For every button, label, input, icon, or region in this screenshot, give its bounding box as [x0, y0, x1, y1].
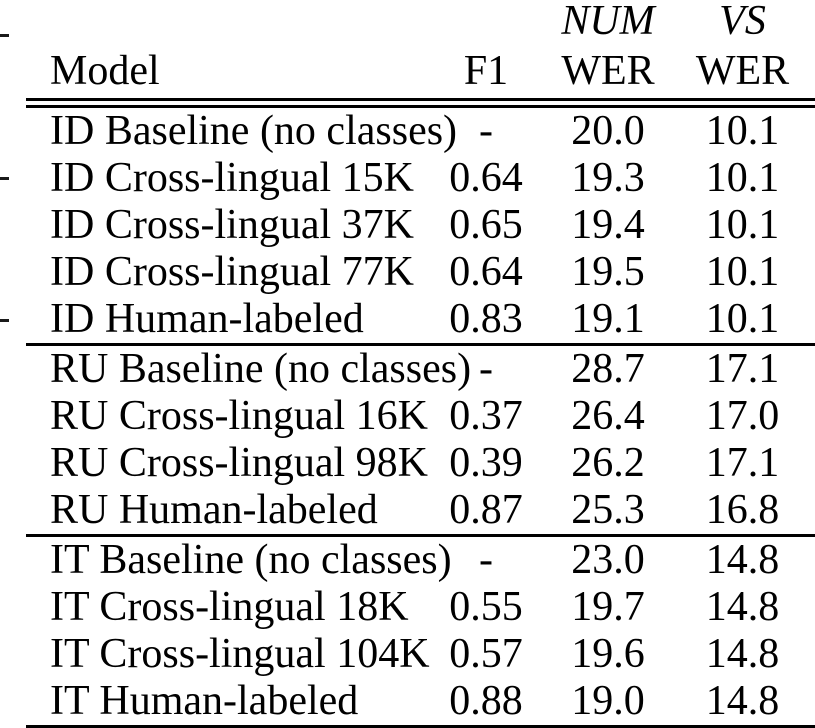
f1-cell: -: [479, 346, 493, 392]
model-cell: ID Cross-lingual 77K: [50, 249, 414, 295]
table-row: ID Baseline (no classes) - 20.0 10.1: [26, 103, 815, 155]
model-cell: ID Cross-lingual 15K: [50, 155, 414, 201]
header-f1: F1: [426, 42, 546, 108]
table-row: ID Cross-lingual 15K 0.64 19.3 10.1: [26, 155, 815, 202]
vs-wer-cell: 17.1: [705, 440, 780, 486]
header-row-top: NUM VS: [26, 0, 815, 42]
vs-wer-cell: 10.1: [705, 249, 780, 295]
vs-wer-cell: 17.1: [705, 346, 780, 392]
header-vs-label: VS: [719, 0, 766, 44]
section-it: IT Baseline (no classes) -23.0 14.8 IT Cros…: [26, 535, 815, 727]
header-empty: [26, 0, 426, 42]
f1-cell: -: [479, 537, 493, 583]
vs-wer-cell: 17.0: [705, 393, 780, 439]
vs-wer-cell: 10.1: [705, 296, 780, 342]
vs-wer-cell: 14.8: [705, 537, 780, 583]
header-num-label: NUM: [561, 0, 655, 44]
num-wer-cell: 26.2: [571, 440, 645, 486]
section-ru: RU Baseline (no classes) -28.7 17.1 RU Cros…: [26, 344, 815, 536]
num-wer-cell: 19.6: [571, 631, 645, 677]
header-empty: [426, 0, 546, 42]
table-row: IT Baseline (no classes) - 23.0 14.8: [26, 536, 815, 585]
vs-wer-cell: 14.8: [705, 631, 780, 677]
model-cell: IT Cross-lingual 104K: [50, 631, 430, 677]
header-row-bottom: Model F1 WER WER: [26, 42, 815, 108]
num-wer-cell: 26.4: [571, 393, 645, 439]
f1-cell: 0.64: [449, 155, 523, 201]
cropped-rule-fragment: [0, 34, 9, 37]
model-cell: ID Human-labeled: [50, 296, 364, 342]
num-wer-cell: 23.0: [571, 537, 645, 583]
table-row: IT Cross-lingual 18K 0.55 19.7 14.8: [26, 584, 815, 631]
header-vs-wer: WER: [670, 42, 815, 108]
num-wer-cell: 19.7: [571, 584, 645, 630]
vs-wer-cell: 10.1: [705, 202, 780, 248]
table-row: IT Human-labeled 0.88 19.0 14.8: [26, 678, 815, 727]
model-cell: RU Baseline (no classes): [50, 346, 472, 392]
header-num-wer: WER: [546, 42, 670, 108]
f1-cell: 0.37: [449, 393, 523, 439]
vs-wer-cell: 14.8: [705, 584, 780, 630]
f1-cell: 0.65: [449, 202, 523, 248]
model-cell: IT Cross-lingual 18K: [50, 584, 409, 630]
vs-wer-cell: 14.8: [705, 678, 780, 724]
model-cell: RU Cross-lingual 16K: [50, 393, 428, 439]
vs-wer-cell: 10.1: [705, 155, 780, 201]
vs-wer-cell: 10.1: [705, 108, 780, 154]
num-wer-cell: 25.3: [571, 487, 645, 533]
num-wer-cell: 28.7: [571, 346, 645, 392]
num-wer-cell: 19.0: [571, 678, 645, 724]
f1-cell: 0.64: [449, 249, 523, 295]
model-cell: ID Baseline (no classes): [50, 108, 458, 154]
num-wer-cell: 19.3: [571, 155, 645, 201]
f1-cell: 0.55: [449, 584, 523, 630]
vs-wer-cell: 16.8: [705, 487, 780, 533]
results-table-container: NUM VS Model F1 WER WER ID Baseline (no …: [26, 0, 815, 728]
table-header: NUM VS Model F1 WER WER: [26, 0, 815, 108]
table-row: RU Cross-lingual 98K 0.39 26.2 17.1: [26, 440, 815, 487]
table-row: IT Cross-lingual 104K 0.57 19.6 14.8: [26, 631, 815, 678]
num-wer-cell: 19.4: [571, 202, 645, 248]
f1-cell: 0.83: [449, 296, 523, 342]
f1-cell: 0.39: [449, 440, 523, 486]
f1-cell: 0.87: [449, 487, 523, 533]
model-cell: RU Cross-lingual 98K: [50, 440, 428, 486]
table-row: RU Baseline (no classes) - 28.7 17.1: [26, 345, 815, 394]
table-row: RU Human-labeled 0.87 25.3 16.8: [26, 487, 815, 536]
header-model: Model: [26, 42, 426, 108]
results-table: NUM VS Model F1 WER WER ID Baseline (no …: [26, 0, 815, 728]
num-wer-cell: 20.0: [571, 108, 645, 154]
cropped-rule-fragment: [0, 177, 9, 180]
table-row: RU Cross-lingual 16K 0.37 26.4 17.0: [26, 393, 815, 440]
model-cell: RU Human-labeled: [50, 487, 378, 533]
section-id: ID Baseline (no classes) -20.0 10.1 ID Cros…: [26, 103, 815, 345]
model-cell: IT Baseline (no classes): [50, 537, 452, 583]
table-row: ID Cross-lingual 37K 0.65 19.4 10.1: [26, 202, 815, 249]
num-wer-cell: 19.5: [571, 249, 645, 295]
table-row: ID Human-labeled 0.83 19.1 10.1: [26, 296, 815, 345]
table-row: ID Cross-lingual 77K 0.64 19.5 10.1: [26, 249, 815, 296]
f1-cell: 0.57: [449, 631, 523, 677]
f1-cell: 0.88: [449, 678, 523, 724]
f1-cell: -: [479, 108, 493, 154]
cropped-rule-fragment: [0, 319, 9, 322]
num-wer-cell: 19.1: [571, 296, 645, 342]
model-cell: ID Cross-lingual 37K: [50, 202, 414, 248]
model-cell: IT Human-labeled: [50, 678, 359, 724]
